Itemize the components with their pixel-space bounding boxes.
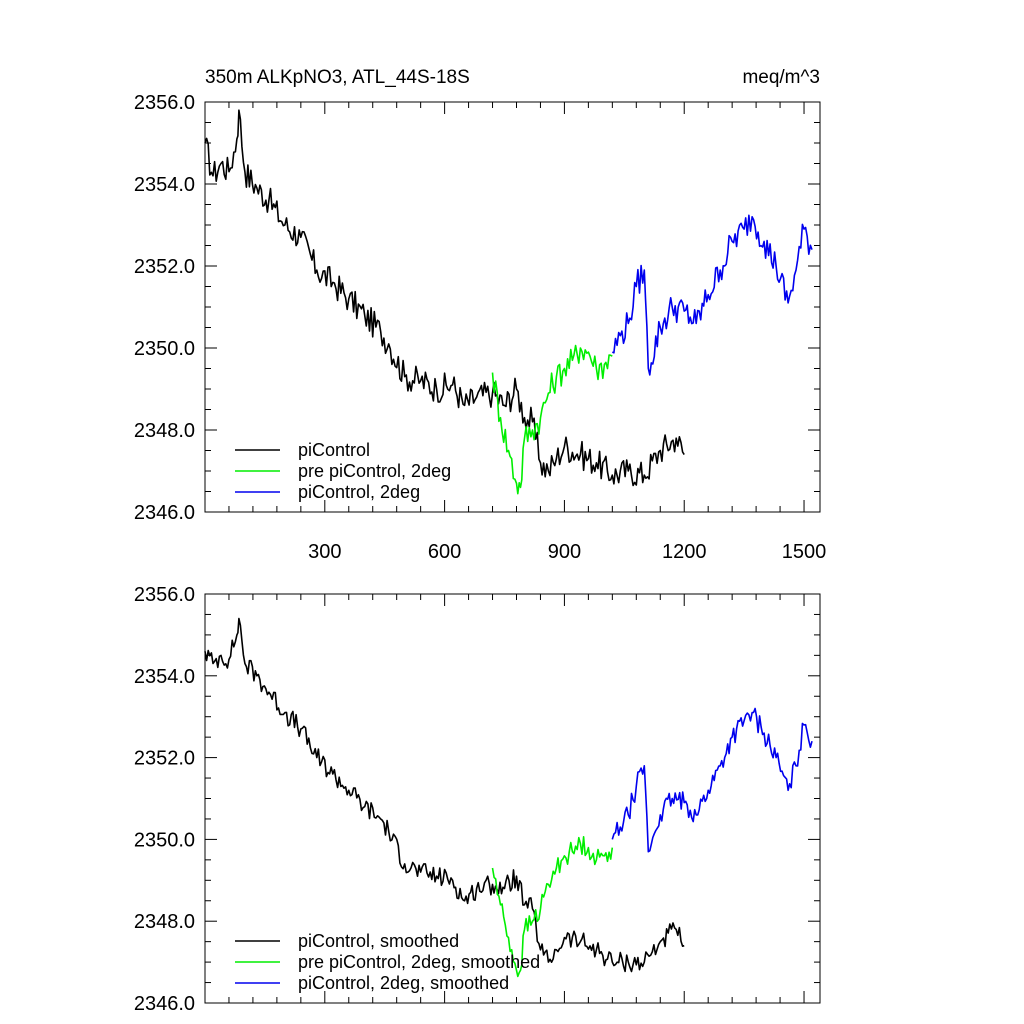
x-tick-label: 1200 — [662, 541, 707, 563]
legend-label: pre piControl, 2deg, smoothed — [298, 952, 540, 972]
y-tick-label: 2348.0 — [134, 420, 195, 442]
series-line-1 — [491, 344, 613, 495]
top-panel: 2346.0 2348.0 2350.0 2352.0 2354.0 2356.0 300 6… — [134, 92, 826, 563]
series-line-0 — [204, 109, 685, 487]
x-tick-label: 1500 — [782, 541, 827, 563]
legend-label: piControl — [298, 440, 370, 460]
legend-label: piControl, 2deg, smoothed — [298, 973, 509, 993]
x-tick-label: 300 — [308, 541, 341, 563]
bottom-panel: 2346.0 2348.0 2350.0 2352.0 2354.0 2356.0 piCo… — [134, 584, 821, 1015]
legend-label: piControl, 2deg — [298, 482, 420, 502]
y-tick-label: 2354.0 — [134, 174, 195, 196]
chart-units: meq/m^3 — [742, 67, 820, 88]
y-tick-label: 2352.0 — [134, 256, 195, 278]
y-tick-label: 2346.0 — [134, 993, 195, 1015]
series-line-1 — [491, 836, 614, 978]
x-tick-label: 600 — [428, 541, 461, 563]
y-tick-label: 2350.0 — [134, 338, 195, 360]
x-tick-label: 900 — [548, 541, 581, 563]
series-line-2 — [611, 214, 813, 376]
series-line-2 — [611, 707, 813, 853]
legend-label: pre piControl, 2deg — [298, 461, 451, 481]
y-tick-label: 2354.0 — [134, 666, 195, 688]
y-tick-label: 2346.0 — [134, 502, 195, 524]
y-tick-label: 2350.0 — [134, 829, 195, 851]
y-tick-label: 2356.0 — [134, 92, 195, 114]
legend-label: piControl, smoothed — [298, 931, 459, 951]
y-tick-label: 2348.0 — [134, 911, 195, 933]
series-line-0 — [204, 617, 685, 973]
y-tick-label: 2352.0 — [134, 748, 195, 770]
y-tick-label: 2356.0 — [134, 584, 195, 606]
chart-title: 350m ALKpNO3, ATL_44S-18S — [205, 67, 470, 88]
